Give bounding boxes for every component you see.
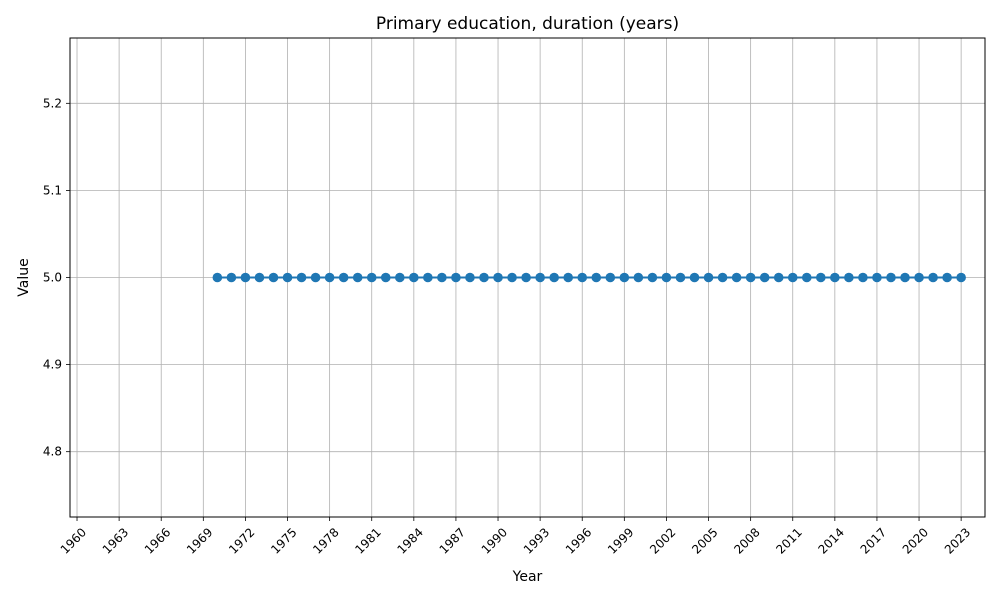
- data-point: [816, 272, 826, 283]
- y-axis-label: Value: [16, 258, 32, 296]
- data-point: [282, 272, 293, 283]
- y-tick-label: 4.9: [43, 358, 62, 372]
- data-point: [605, 272, 616, 283]
- data-point: [801, 272, 812, 283]
- data-point: [268, 272, 279, 283]
- data-point: [507, 272, 517, 283]
- data-point: [858, 272, 868, 283]
- data-point: [254, 272, 265, 283]
- data-point: [647, 272, 658, 283]
- y-axis-ticks: 4.8 4.9 5.0 5.1 5.2: [43, 96, 70, 459]
- data-point: [591, 272, 602, 283]
- y-tick-label: 4.8: [43, 445, 62, 459]
- data-point: [451, 272, 461, 283]
- data-point: [886, 272, 896, 283]
- data-point: [703, 272, 714, 283]
- data-point: [549, 272, 559, 283]
- data-point: [872, 272, 882, 283]
- data-point: [731, 272, 742, 283]
- data-point: [928, 272, 938, 283]
- data-point: [535, 272, 545, 283]
- data-point: [900, 272, 910, 283]
- data-point: [352, 272, 363, 283]
- data-point: [773, 272, 784, 283]
- y-tick-label: 5.2: [43, 96, 62, 110]
- data-point: [366, 272, 377, 283]
- data-point: [914, 272, 924, 283]
- data-point: [409, 272, 419, 283]
- x-axis-label: Year: [512, 569, 543, 585]
- data-point: [423, 272, 433, 283]
- data-point: [296, 272, 307, 283]
- data-point: [717, 272, 728, 283]
- data-point: [689, 272, 700, 283]
- data-point: [661, 272, 672, 283]
- data-point: [830, 272, 840, 283]
- data-point: [493, 272, 503, 283]
- data-point: [844, 272, 854, 283]
- data-point: [437, 272, 447, 283]
- data-point: [212, 272, 223, 283]
- data-point: [338, 272, 349, 283]
- data-point: [956, 272, 966, 283]
- chart-title: Primary education, duration (years): [376, 14, 679, 34]
- data-point: [745, 272, 756, 283]
- data-points: [212, 272, 966, 283]
- data-point: [324, 272, 335, 283]
- data-point: [394, 272, 405, 283]
- data-point: [479, 272, 489, 283]
- data-point: [226, 272, 237, 283]
- data-point: [787, 272, 798, 283]
- data-point: [675, 272, 686, 283]
- y-tick-label: 5.0: [43, 271, 62, 285]
- data-point: [942, 272, 952, 283]
- data-point: [310, 272, 321, 283]
- data-point: [633, 272, 644, 283]
- data-point: [619, 272, 630, 283]
- data-point: [563, 272, 573, 283]
- data-point: [521, 272, 531, 283]
- data-point: [759, 272, 770, 283]
- y-tick-label: 5.1: [43, 183, 62, 197]
- data-point: [240, 272, 251, 283]
- data-point: [465, 272, 475, 283]
- data-point: [380, 272, 391, 283]
- data-point: [577, 272, 588, 283]
